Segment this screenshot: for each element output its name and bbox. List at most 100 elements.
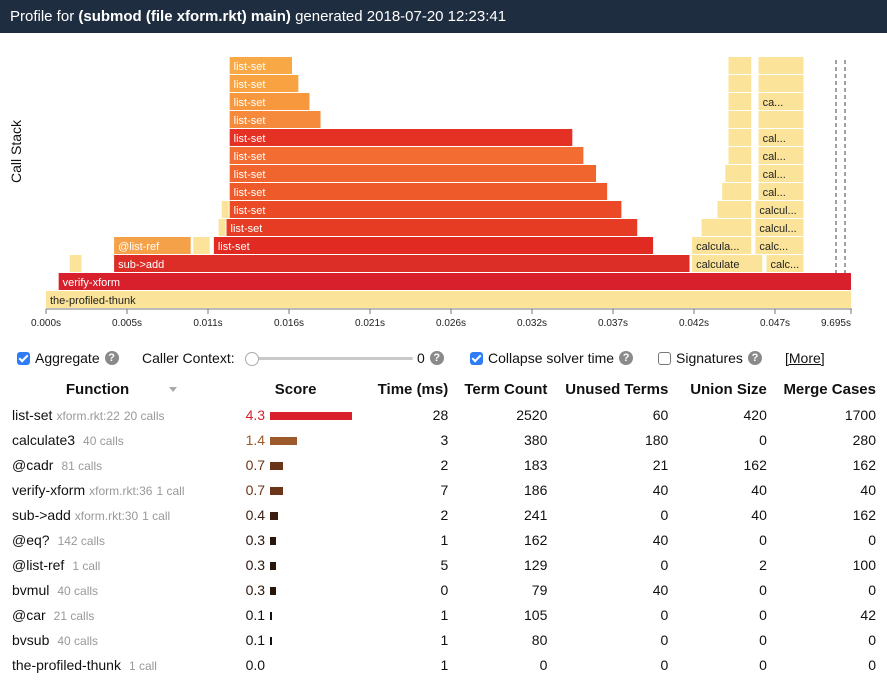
slider-knob[interactable] (245, 352, 259, 366)
flame-frame-rect[interactable] (226, 219, 638, 236)
col-function[interactable]: Function (8, 376, 235, 402)
flame-frame-rect[interactable] (701, 219, 752, 236)
flame-frame-rect[interactable] (229, 129, 573, 146)
flame-frame-rect[interactable] (229, 147, 584, 164)
col-union-size[interactable]: Union Size (690, 380, 767, 398)
flame-frame[interactable] (728, 75, 752, 92)
flame-frame-rect[interactable] (728, 57, 752, 74)
flame-frame[interactable]: ca... (758, 93, 804, 110)
flame-frame-rect[interactable] (755, 201, 804, 218)
flame-frame[interactable]: calcul... (755, 201, 804, 218)
flame-frame-rect[interactable] (692, 237, 752, 254)
flame-frame[interactable]: list-set (213, 237, 654, 254)
table-row[interactable]: the-profiled-thunk 1 call 0.0 1 0 0 0 0 (8, 652, 880, 677)
flame-frame[interactable] (221, 201, 229, 218)
flame-frame[interactable] (193, 237, 210, 254)
table-row[interactable]: verify-xform xform.rkt:36 1 call 0.7 7 186 40 4… (8, 477, 880, 502)
flame-frame-rect[interactable] (229, 183, 608, 200)
caller-context-help-icon[interactable]: ? (429, 351, 444, 365)
flame-frame-rect[interactable] (114, 255, 690, 272)
flame-frame-rect[interactable] (758, 165, 804, 182)
flame-frame-rect[interactable] (229, 57, 293, 74)
flame-frame-rect[interactable] (728, 111, 752, 128)
signatures-control[interactable]: Signatures ? (658, 350, 762, 366)
signatures-checkbox[interactable] (658, 351, 671, 365)
flame-frame-rect[interactable] (766, 255, 804, 272)
flame-frame-rect[interactable] (728, 147, 752, 164)
flame-frame-rect[interactable] (717, 201, 752, 218)
table-row[interactable]: bvsub 40 calls 0.1 1 80 0 0 0 (8, 627, 880, 652)
flame-frame[interactable] (758, 111, 804, 128)
flame-frame[interactable]: calc... (755, 237, 804, 254)
caller-context-slider[interactable] (245, 352, 413, 366)
flame-frame-rect[interactable] (229, 93, 310, 110)
flame-frame-rect[interactable] (728, 93, 752, 110)
flame-frame[interactable] (717, 201, 752, 218)
flame-frame-rect[interactable] (755, 237, 804, 254)
flame-frame[interactable] (218, 219, 226, 236)
table-row[interactable]: @cadr 81 calls 0.7 2 183 21 162 162 (8, 452, 880, 477)
collapse-solver-help-icon[interactable]: ? (619, 351, 634, 365)
flame-frame[interactable]: list-set (229, 111, 321, 128)
flame-frame[interactable]: cal... (758, 147, 804, 164)
col-merge-cases[interactable]: Merge Cases (783, 380, 876, 398)
flame-frame-rect[interactable] (722, 183, 752, 200)
flame-frame[interactable]: list-set (229, 93, 310, 110)
flame-frame[interactable] (728, 57, 752, 74)
col-unused-terms[interactable]: Unused Terms (565, 380, 669, 398)
flame-graph[interactable]: Call Stack the-profiled-thunk verify-xfor… (0, 33, 887, 343)
flame-frame-rect[interactable] (218, 219, 226, 236)
flame-frame[interactable]: cal... (758, 183, 804, 200)
flame-frame[interactable]: list-set (229, 165, 597, 182)
flame-frame-rect[interactable] (221, 201, 229, 218)
more-link[interactable]: [More] (785, 350, 825, 366)
table-row[interactable]: bvmul 40 calls 0.3 0 79 40 0 0 (8, 577, 880, 602)
flame-frame[interactable] (701, 219, 752, 236)
col-time[interactable]: Time (ms) (377, 380, 449, 398)
col-term-count[interactable]: Term Count (464, 380, 548, 398)
flame-frame-rect[interactable] (728, 129, 752, 146)
flame-frame[interactable]: calcul... (755, 219, 804, 236)
flame-frame-rect[interactable] (758, 129, 804, 146)
flame-frame-rect[interactable] (229, 75, 299, 92)
flame-frame-rect[interactable] (229, 165, 597, 182)
flame-frame[interactable] (728, 129, 752, 146)
flame-frame[interactable]: calculate (692, 255, 763, 272)
collapse-solver-checkbox[interactable] (470, 351, 483, 365)
flame-frame[interactable]: list-set (229, 129, 573, 146)
flame-frame[interactable]: calcula... (692, 237, 752, 254)
table-row[interactable]: list-set xform.rkt:22 20 calls 4.3 28 2520 60 4… (8, 402, 880, 427)
flame-frame-rect[interactable] (758, 183, 804, 200)
flame-frame[interactable]: verify-xform (58, 273, 851, 290)
flame-frame-rect[interactable] (69, 255, 82, 272)
flame-frame[interactable]: sub->add (114, 255, 690, 272)
signatures-help-icon[interactable]: ? (747, 351, 762, 365)
table-row[interactable]: calculate3 40 calls 1.4 3 380 180 0 280 (8, 427, 880, 452)
flame-frame[interactable]: the-profiled-thunk (46, 291, 851, 308)
flame-frame-rect[interactable] (58, 273, 851, 290)
flame-frame[interactable] (758, 75, 804, 92)
flame-frame[interactable]: calc... (766, 255, 804, 272)
flame-frame-rect[interactable] (728, 75, 752, 92)
flame-frame[interactable]: list-set (229, 201, 622, 218)
flame-frame-rect[interactable] (725, 165, 752, 182)
flame-frame[interactable]: cal... (758, 165, 804, 182)
flame-frame[interactable] (728, 147, 752, 164)
flame-frame[interactable]: @list-ref (114, 237, 191, 254)
table-row[interactable]: sub->add xform.rkt:30 1 call 0.4 2 241 0 40 162 (8, 502, 880, 527)
flame-frame-rect[interactable] (758, 111, 804, 128)
collapse-solver-control[interactable]: Collapse solver time ? (470, 350, 634, 366)
flame-frame-rect[interactable] (758, 57, 804, 74)
aggregate-help-icon[interactable]: ? (104, 351, 119, 365)
flame-frame-rect[interactable] (755, 219, 804, 236)
col-score[interactable]: Score (274, 380, 317, 398)
flame-frame-rect[interactable] (46, 291, 851, 308)
flame-frame-rect[interactable] (114, 237, 191, 254)
flame-frame[interactable]: cal... (758, 129, 804, 146)
flame-frame-rect[interactable] (758, 147, 804, 164)
flame-frame[interactable] (758, 57, 804, 74)
flame-frame[interactable]: list-set (229, 75, 299, 92)
aggregate-checkbox[interactable] (17, 351, 30, 365)
flame-frame-rect[interactable] (213, 237, 654, 254)
flame-frame-rect[interactable] (193, 237, 210, 254)
